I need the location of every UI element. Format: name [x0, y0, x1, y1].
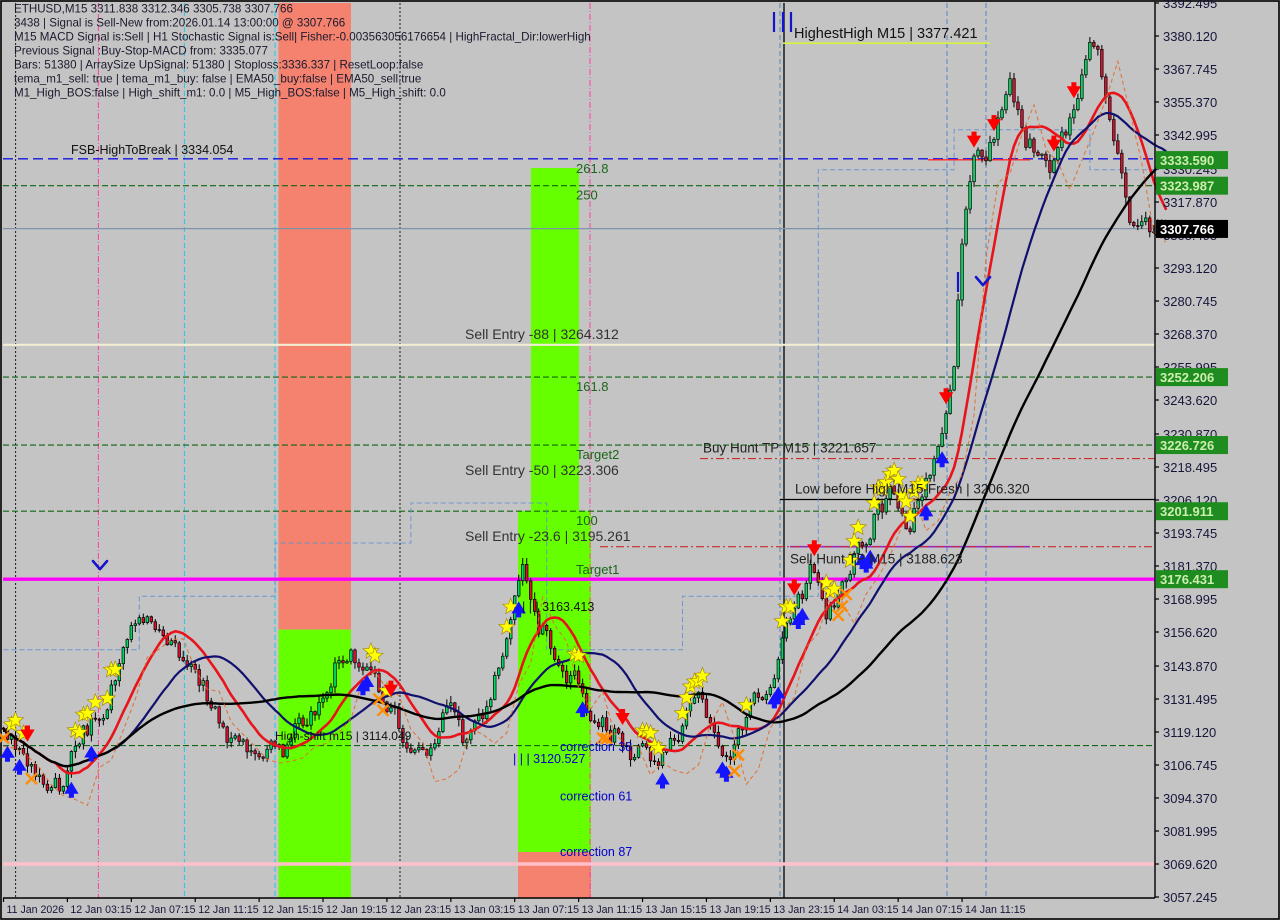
- svg-text:13 Jan 19:15: 13 Jan 19:15: [709, 904, 770, 916]
- svg-text:3156.620: 3156.620: [1163, 625, 1217, 640]
- svg-text:correction 61: correction 61: [560, 790, 632, 804]
- svg-text:Target2: Target2: [576, 447, 619, 462]
- svg-text:12 Jan 03:15: 12 Jan 03:15: [70, 904, 131, 916]
- svg-text:3226.726: 3226.726: [1160, 438, 1214, 453]
- svg-text:correction 87: correction 87: [560, 845, 632, 859]
- svg-text:14 Jan 03:15: 14 Jan 03:15: [837, 904, 898, 916]
- svg-text:High-shift m15 | 3114.049: High-shift m15 | 3114.049: [275, 729, 412, 743]
- svg-text:3218.495: 3218.495: [1163, 460, 1217, 475]
- svg-text:3380.120: 3380.120: [1163, 29, 1217, 44]
- svg-text:161.8: 161.8: [576, 379, 609, 394]
- svg-text:Sell Entry -50 | 3223.306: Sell Entry -50 | 3223.306: [465, 462, 619, 478]
- svg-text:12 Jan 15:15: 12 Jan 15:15: [262, 904, 323, 916]
- svg-text:3094.370: 3094.370: [1163, 791, 1217, 806]
- svg-text:12 Jan 07:15: 12 Jan 07:15: [134, 904, 195, 916]
- svg-text:Previous Signal :Buy-Stop-MACD: Previous Signal :Buy-Stop-MACD from: 333…: [14, 45, 268, 58]
- svg-text:Buy Hunt TP M15 | 3221.657: Buy Hunt TP M15 | 3221.657: [703, 441, 876, 456]
- svg-text:13 Jan 11:15: 13 Jan 11:15: [582, 904, 643, 916]
- svg-text:3392.495: 3392.495: [1163, 0, 1217, 11]
- svg-text:12 Jan 23:15: 12 Jan 23:15: [390, 904, 451, 916]
- svg-text:13 Jan 23:15: 13 Jan 23:15: [773, 904, 834, 916]
- svg-text:3342.995: 3342.995: [1163, 128, 1217, 143]
- svg-text:Sell Entry -23.6 | 3195.261: Sell Entry -23.6 | 3195.261: [465, 528, 631, 544]
- svg-text:3143.870: 3143.870: [1163, 659, 1217, 674]
- svg-text:ETHUSD,M15 3311.838 3312.346: ETHUSD,M15 3311.838 3312.346 3305.738 33…: [14, 3, 293, 16]
- svg-text:3252.206: 3252.206: [1160, 370, 1214, 385]
- svg-text:3268.370: 3268.370: [1163, 327, 1217, 342]
- svg-text:3168.995: 3168.995: [1163, 592, 1217, 607]
- svg-text:3057.245: 3057.245: [1163, 890, 1217, 905]
- svg-text:3119.120: 3119.120: [1163, 725, 1216, 740]
- svg-text:13 Jan 15:15: 13 Jan 15:15: [646, 904, 707, 916]
- svg-text:3131.495: 3131.495: [1163, 692, 1217, 707]
- svg-text:12 Jan 19:15: 12 Jan 19:15: [326, 904, 387, 916]
- svg-text:14 Jan 07:15: 14 Jan 07:15: [901, 904, 962, 916]
- svg-text:Sell Hunt TP M15 | 3188.623: Sell Hunt TP M15 | 3188.623: [790, 552, 963, 567]
- svg-text:3307.766: 3307.766: [1160, 222, 1214, 237]
- svg-text:3323.987: 3323.987: [1160, 179, 1214, 194]
- svg-text:11 Jan 2026: 11 Jan 2026: [7, 904, 65, 916]
- svg-text:3201.911: 3201.911: [1160, 504, 1214, 519]
- svg-text:12 Jan 11:15: 12 Jan 11:15: [198, 904, 259, 916]
- svg-text:tema_m1_sell: true | tema_m1_b: tema_m1_sell: true | tema_m1_buy: false …: [14, 73, 421, 86]
- svg-text:HighestHigh M15 | 3377.421: HighestHigh M15 | 3377.421: [794, 26, 978, 42]
- svg-text:3367.745: 3367.745: [1163, 62, 1217, 77]
- svg-text:3106.745: 3106.745: [1163, 758, 1217, 773]
- svg-text:| | | 3163.413: | | | 3163.413: [522, 600, 594, 614]
- svg-text:3069.620: 3069.620: [1163, 857, 1217, 872]
- svg-text:Low before High M15-Fresh |: Low before High M15-Fresh | 3206.320: [795, 481, 1030, 496]
- svg-text:261.8: 261.8: [576, 161, 609, 176]
- svg-text:13 Jan 03:15: 13 Jan 03:15: [454, 904, 515, 916]
- svg-text:| | | 3120.527: | | | 3120.527: [513, 752, 585, 766]
- svg-text:3176.431: 3176.431: [1160, 572, 1214, 587]
- svg-text:250: 250: [576, 188, 598, 203]
- svg-text:Target1: Target1: [576, 562, 619, 577]
- svg-text:3438 | Signal is Sell-New from: 3438 | Signal is Sell-New from:2026.01.1…: [14, 17, 345, 30]
- svg-text:14 Jan 11:15: 14 Jan 11:15: [965, 904, 1026, 916]
- svg-text:M15 MACD Signal is:Sell | H1 S: M15 MACD Signal is:Sell | H1 Stochastic …: [14, 31, 591, 44]
- svg-text:Bars: 51380 | ArraySize UpSign: Bars: 51380 | ArraySize UpSignal: 51380 …: [14, 59, 423, 72]
- svg-text:3333.590: 3333.590: [1160, 153, 1214, 168]
- svg-text:FSB-HighToBreak | 3334.054: FSB-HighToBreak | 3334.054: [71, 143, 233, 157]
- svg-text:3193.745: 3193.745: [1163, 526, 1217, 541]
- svg-text:13 Jan 07:15: 13 Jan 07:15: [518, 904, 579, 916]
- svg-text:100: 100: [576, 513, 598, 528]
- svg-text:3280.745: 3280.745: [1163, 294, 1217, 309]
- svg-text:Sell Entry -88 | 3264.312: Sell Entry -88 | 3264.312: [465, 326, 619, 342]
- svg-text:3243.620: 3243.620: [1163, 393, 1217, 408]
- svg-text:3293.120: 3293.120: [1163, 261, 1217, 276]
- svg-text:M1_High_BOS:false | High_shift: M1_High_BOS:false | High_shift_m1: 0.0 |…: [14, 87, 446, 100]
- svg-text:3317.870: 3317.870: [1163, 195, 1217, 210]
- svg-text:3355.370: 3355.370: [1163, 95, 1217, 110]
- svg-text:3081.995: 3081.995: [1163, 824, 1217, 839]
